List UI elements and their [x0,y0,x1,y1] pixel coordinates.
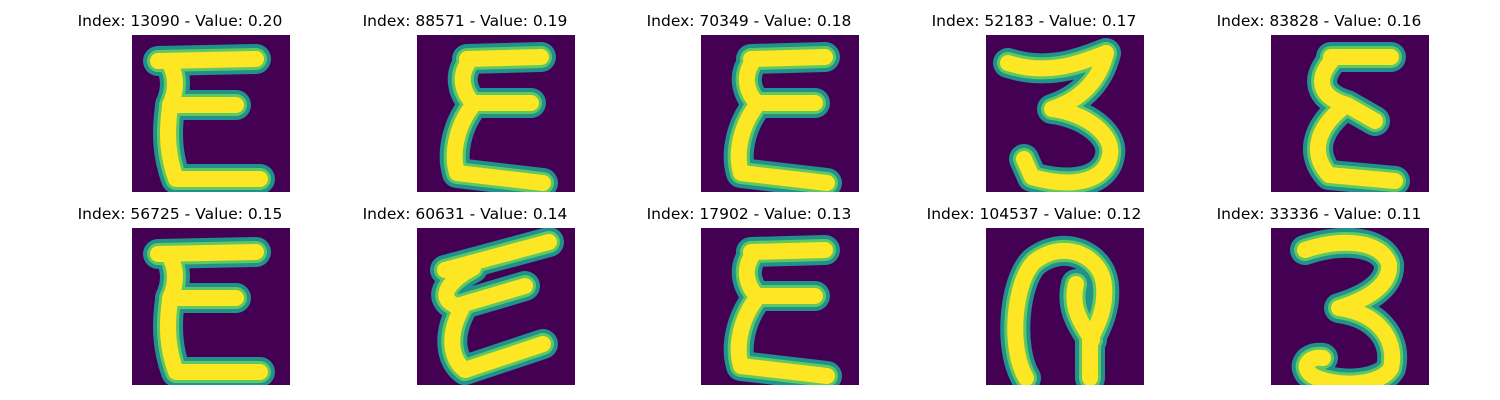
panel-title: Index: 33336 - Value: 0.11 [1216,205,1422,223]
image-panel: Index: 104537 - Value: 0.12 [884,193,1184,388]
glyph-stroke [730,242,835,384]
image-panel: Index: 17902 - Value: 0.13 [599,193,899,388]
handwritten-digit-image [701,35,859,192]
glyph-stroke [437,234,557,378]
handwritten-digit-image [417,35,575,192]
panel-title: Index: 70349 - Value: 0.18 [646,12,852,30]
epsilon-slanted-glyph [430,228,564,385]
epsilon-square-glyph [143,44,275,192]
image-panel: Index: 88571 - Value: 0.19 [315,0,615,195]
handwritten-digit-image [701,228,859,385]
handwritten-digit-image [1271,35,1429,192]
handwritten-digit-image [986,35,1144,192]
panel-title: Index: 13090 - Value: 0.20 [77,12,283,30]
image-panel: Index: 60631 - Value: 0.14 [315,193,615,388]
epsilon-zigzag-glyph [723,42,842,192]
glyph-stroke [150,51,268,187]
glyph-stroke [1000,45,1119,191]
handwritten-digit-image [1271,228,1429,385]
panel-title: Index: 83828 - Value: 0.16 [1216,12,1422,30]
image-panel: Index: 33336 - Value: 0.11 [1169,193,1469,388]
three-open-glyph [993,38,1126,192]
glyph-stroke [1007,243,1113,385]
panel-title: Index: 104537 - Value: 0.12 [926,205,1142,223]
glyph-stroke [446,49,551,191]
image-panel: Index: 13090 - Value: 0.20 [30,0,330,195]
epsilon-zigzag-glyph [439,42,558,192]
three-round-glyph [1290,228,1408,385]
image-panel: Index: 56725 - Value: 0.15 [30,193,330,388]
image-panel: Index: 83828 - Value: 0.16 [1169,0,1469,195]
panel-title: Index: 52183 - Value: 0.17 [931,12,1137,30]
glyph-stroke [150,244,268,380]
glyph-stroke [1309,49,1403,189]
image-panel: Index: 70349 - Value: 0.18 [599,0,899,195]
glyph-stroke [1297,234,1401,385]
panel-title: Index: 56725 - Value: 0.15 [77,205,283,223]
image-panel: Index: 52183 - Value: 0.17 [884,0,1184,195]
panel-title: Index: 17902 - Value: 0.13 [646,205,852,223]
handwritten-digit-image [986,228,1144,385]
handwritten-digit-image [132,228,290,385]
epsilon-rounded-glyph [1303,42,1410,192]
epsilon-square-glyph [143,237,275,385]
glyph-stroke [730,49,835,191]
epsilon-zigzag-glyph [723,235,842,385]
handwritten-digit-image [417,228,575,385]
panel-title: Index: 88571 - Value: 0.19 [362,12,568,30]
handwritten-digit-image [132,35,290,192]
panel-title: Index: 60631 - Value: 0.14 [362,205,568,223]
loop-curl-glyph [1000,236,1120,385]
